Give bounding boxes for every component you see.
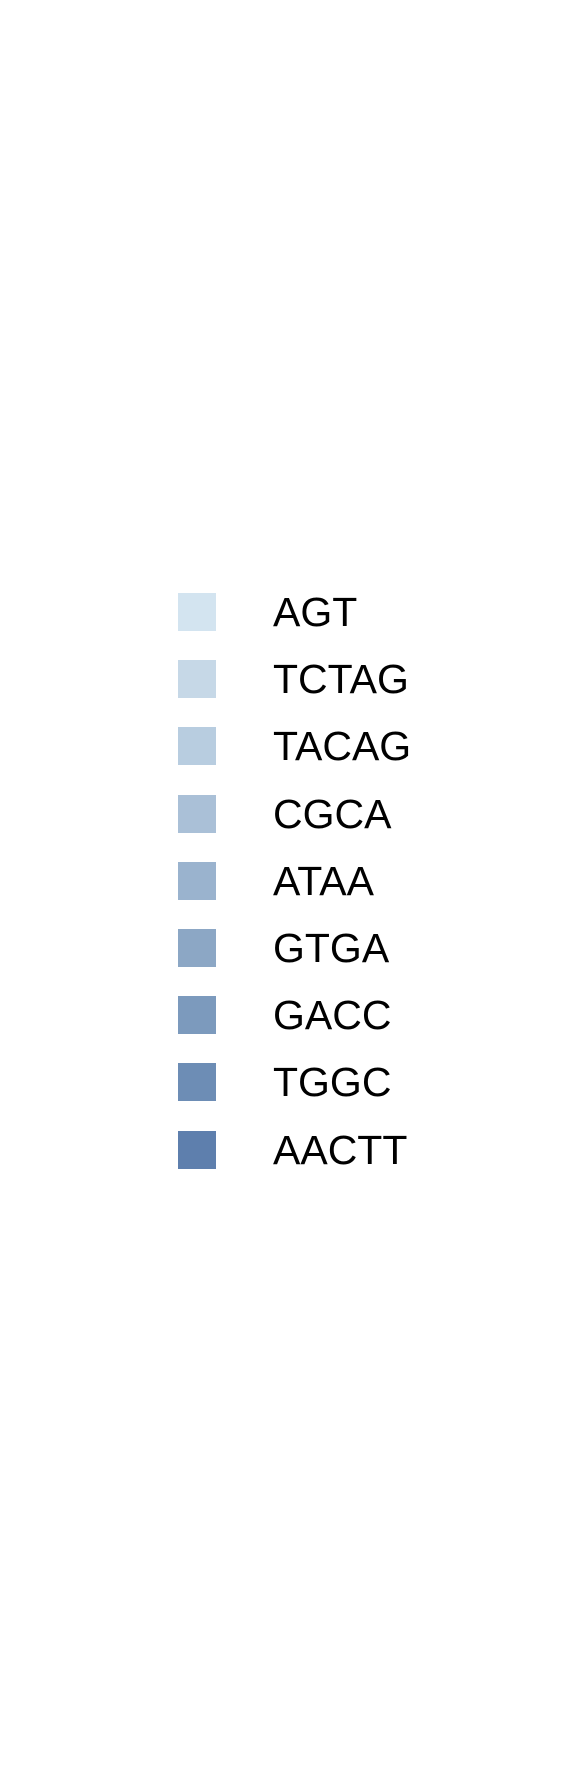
legend-label: TGGC — [273, 1061, 391, 1103]
legend-entry: TACAG — [178, 727, 438, 794]
legend-entry: AGT — [178, 593, 438, 660]
legend-label: AGT — [273, 591, 357, 633]
legend-label: CGCA — [273, 793, 391, 835]
legend-entry: GACC — [178, 996, 438, 1063]
legend-entry: TGGC — [178, 1063, 438, 1130]
legend-label: TCTAG — [273, 658, 409, 700]
legend-swatch — [178, 795, 216, 833]
legend-swatch — [178, 1063, 216, 1101]
legend-entry: CGCA — [178, 795, 438, 862]
chart-legend: AGT TCTAG TACAG CGCA ATAA GTGA GACC TGGC AACTT — [178, 593, 438, 1198]
legend-label: AACTT — [273, 1129, 407, 1171]
legend-label: GTGA — [273, 927, 389, 969]
legend-label: TACAG — [273, 725, 411, 767]
legend-swatch — [178, 593, 216, 631]
legend-swatch — [178, 660, 216, 698]
legend-label: ATAA — [273, 860, 374, 902]
legend-entry: AACTT — [178, 1131, 438, 1198]
legend-entry: GTGA — [178, 929, 438, 996]
legend-swatch — [178, 862, 216, 900]
legend-swatch — [178, 929, 216, 967]
legend-swatch — [178, 727, 216, 765]
legend-entry: TCTAG — [178, 660, 438, 727]
legend-label: GACC — [273, 994, 391, 1036]
legend-swatch — [178, 996, 216, 1034]
legend-swatch — [178, 1131, 216, 1169]
legend-entry: ATAA — [178, 862, 438, 929]
